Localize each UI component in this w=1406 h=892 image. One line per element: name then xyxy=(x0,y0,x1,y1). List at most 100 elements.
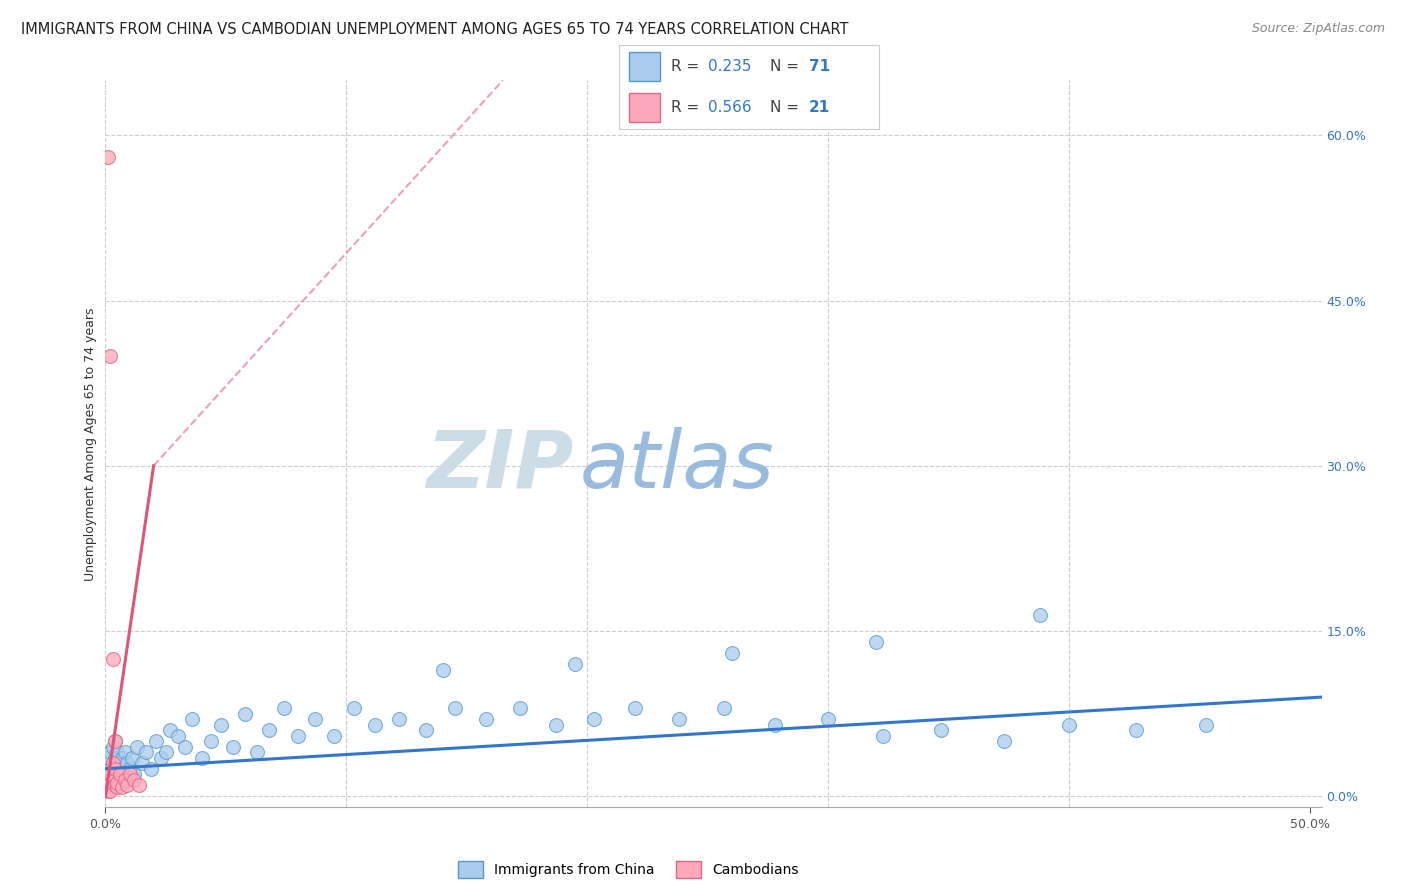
Point xyxy=(98,772,121,787)
Point xyxy=(865,635,887,649)
Point xyxy=(124,767,146,781)
Point xyxy=(121,750,143,764)
Point xyxy=(1029,607,1052,622)
Point xyxy=(624,701,647,715)
Point xyxy=(257,723,280,738)
Point xyxy=(128,778,150,792)
Point xyxy=(118,762,141,776)
Point xyxy=(993,734,1015,748)
Point xyxy=(443,701,465,715)
Point xyxy=(273,701,295,715)
Text: Source: ZipAtlas.com: Source: ZipAtlas.com xyxy=(1251,22,1385,36)
Point xyxy=(342,701,364,715)
Point xyxy=(98,349,121,363)
Point xyxy=(97,750,120,764)
Point xyxy=(149,750,172,764)
Point xyxy=(101,772,124,787)
Point xyxy=(209,717,232,731)
Point xyxy=(668,712,690,726)
Point xyxy=(713,701,735,715)
Point xyxy=(104,778,127,792)
Point xyxy=(304,712,326,726)
Point xyxy=(583,712,606,726)
Point xyxy=(364,717,387,731)
Point xyxy=(1195,717,1218,731)
Point xyxy=(1125,723,1147,738)
Point xyxy=(720,646,742,660)
Point xyxy=(872,729,894,743)
Point xyxy=(104,734,127,748)
Point xyxy=(114,772,136,787)
Text: IMMIGRANTS FROM CHINA VS CAMBODIAN UNEMPLOYMENT AMONG AGES 65 TO 74 YEARS CORREL: IMMIGRANTS FROM CHINA VS CAMBODIAN UNEMP… xyxy=(21,22,849,37)
Point xyxy=(111,762,134,776)
Point xyxy=(114,745,136,759)
Point xyxy=(104,767,127,781)
Point xyxy=(929,723,952,738)
Point xyxy=(98,762,121,776)
Point xyxy=(155,745,177,759)
Text: ZIP: ZIP xyxy=(426,426,574,505)
Point xyxy=(544,717,567,731)
Point xyxy=(118,767,141,781)
Point xyxy=(174,739,197,754)
Point xyxy=(107,762,129,776)
Text: 0.566: 0.566 xyxy=(709,100,752,115)
Point xyxy=(222,739,245,754)
Point xyxy=(763,717,786,731)
Point xyxy=(101,739,124,754)
Point xyxy=(101,651,124,665)
Point xyxy=(108,767,131,781)
Point xyxy=(115,778,138,792)
Point xyxy=(287,729,309,743)
Text: 21: 21 xyxy=(808,100,830,115)
Point xyxy=(111,750,134,764)
Text: R =: R = xyxy=(671,100,704,115)
Point xyxy=(233,706,256,721)
Point xyxy=(181,712,204,726)
Point xyxy=(817,712,839,726)
Point xyxy=(415,723,437,738)
Point xyxy=(141,762,163,776)
Point xyxy=(135,745,157,759)
Point xyxy=(107,772,129,787)
Point xyxy=(388,712,411,726)
Point xyxy=(1057,717,1080,731)
Point xyxy=(432,663,454,677)
Point xyxy=(323,729,346,743)
Point xyxy=(125,739,148,754)
Point xyxy=(101,756,124,771)
Point xyxy=(97,778,120,792)
Point xyxy=(159,723,181,738)
Point xyxy=(115,756,138,771)
Text: 0.235: 0.235 xyxy=(709,59,752,74)
Point xyxy=(104,750,127,764)
Point xyxy=(107,745,129,759)
Point xyxy=(509,701,531,715)
Point xyxy=(98,767,121,781)
Text: N =: N = xyxy=(769,59,803,74)
Point xyxy=(101,756,124,771)
Point xyxy=(97,767,120,781)
Point xyxy=(101,778,124,792)
Point xyxy=(564,657,586,671)
Point xyxy=(200,734,222,748)
Bar xyxy=(628,93,661,121)
Point xyxy=(97,150,120,164)
Point xyxy=(166,729,188,743)
Point xyxy=(246,745,269,759)
Text: atlas: atlas xyxy=(579,426,775,505)
Point xyxy=(475,712,498,726)
Point xyxy=(114,767,136,781)
Point xyxy=(104,762,127,776)
Text: 71: 71 xyxy=(808,59,830,74)
Point xyxy=(124,772,146,787)
Point xyxy=(108,756,131,771)
Point xyxy=(98,783,121,797)
Y-axis label: Unemployment Among Ages 65 to 74 years: Unemployment Among Ages 65 to 74 years xyxy=(84,307,97,581)
Point xyxy=(191,750,214,764)
Point xyxy=(131,756,153,771)
Legend: Immigrants from China, Cambodians: Immigrants from China, Cambodians xyxy=(453,855,804,884)
Point xyxy=(107,776,129,790)
Point xyxy=(145,734,167,748)
Bar xyxy=(628,53,661,81)
